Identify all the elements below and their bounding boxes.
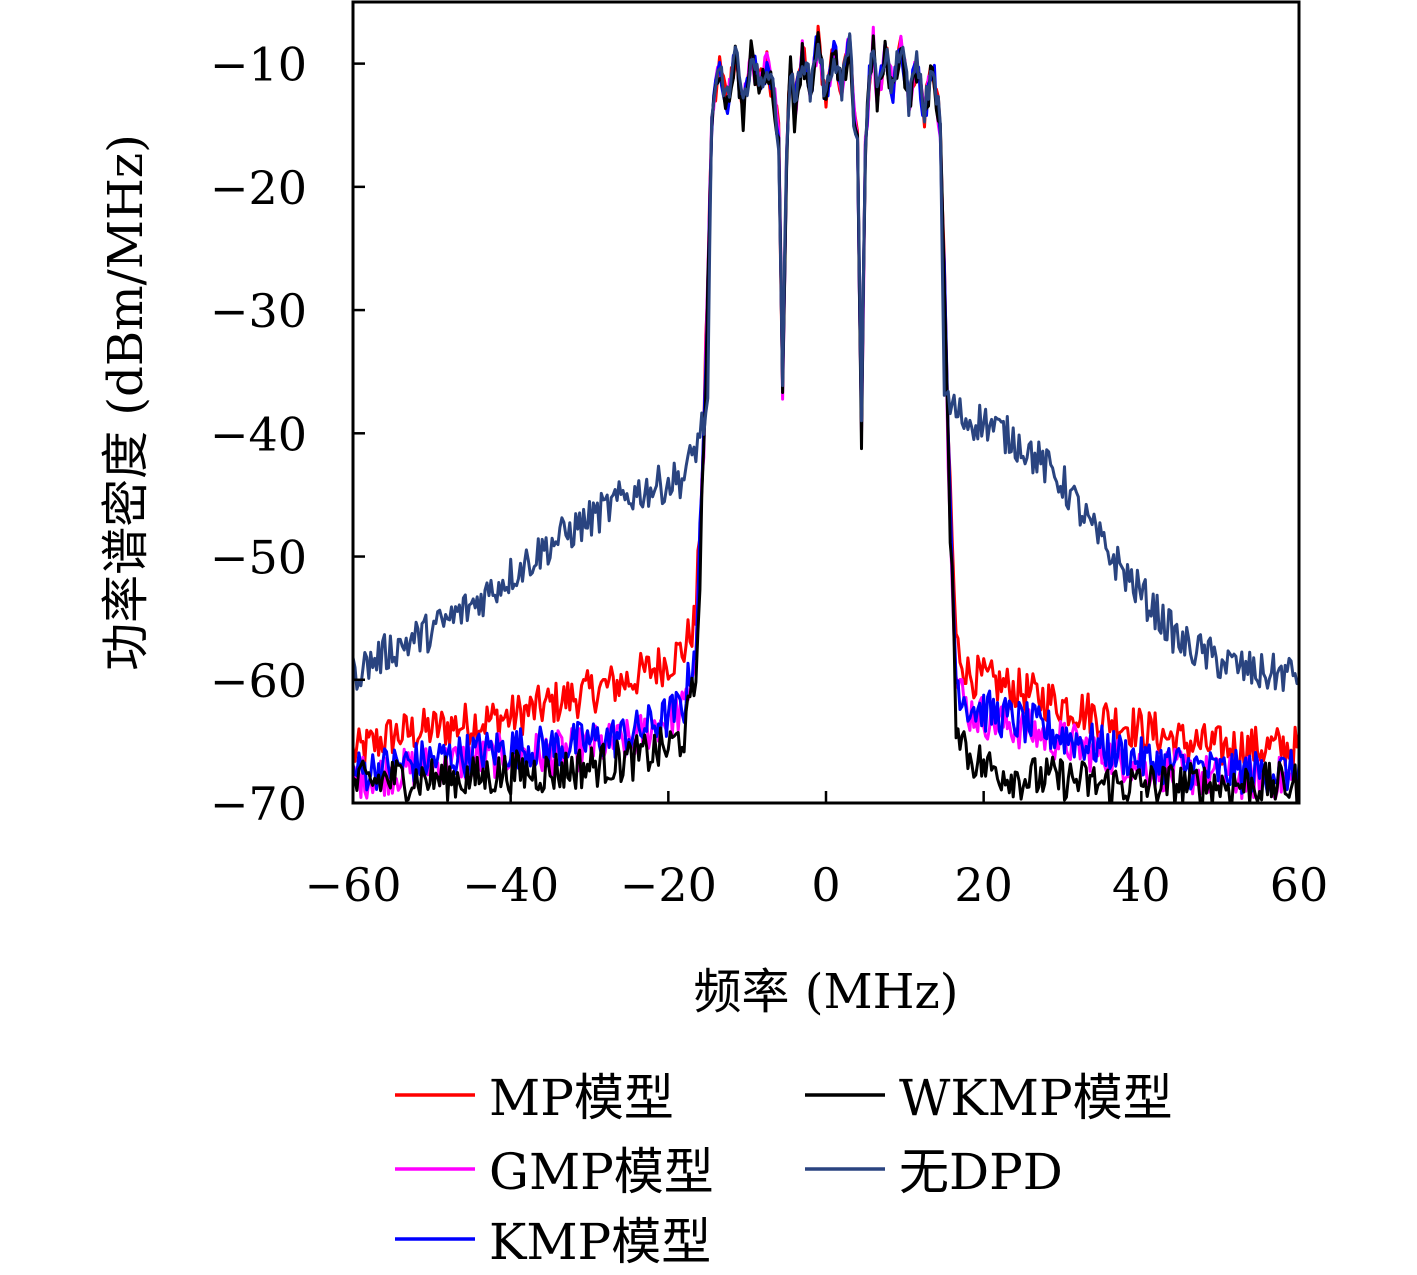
y-tick-label: −60 — [210, 654, 307, 708]
series-layer — [353, 24, 1299, 803]
x-tick-label: −20 — [620, 858, 717, 912]
legend-label: 无DPD — [899, 1143, 1063, 1201]
y-tick-label: −50 — [210, 531, 307, 585]
legend-item: WKMP模型 — [805, 1069, 1173, 1127]
series-line-1 — [353, 24, 1299, 771]
series-line-2 — [353, 25, 1299, 801]
x-tick-label: −60 — [304, 858, 401, 912]
x-tick-label: 0 — [811, 858, 840, 912]
legend-label: MP模型 — [489, 1069, 674, 1127]
series-line-3 — [353, 33, 1299, 796]
y-axis-label: 功率谱密度 (dBm/MHz) — [98, 134, 154, 671]
plot-frame — [351, 0, 1301, 805]
legend-item: KMP模型 — [395, 1213, 711, 1271]
x-tick-label: 40 — [1112, 858, 1171, 912]
ticks-layer: −60 −40 −20 0 20 40 60 −10 −20 −30 −40 −50 −60 −70 — [210, 38, 1328, 912]
legend-item: MP模型 — [395, 1069, 674, 1127]
y-tick-label: −30 — [210, 284, 307, 338]
legend-label: WKMP模型 — [899, 1069, 1173, 1127]
y-tick-label: −70 — [210, 777, 307, 831]
series-line-4 — [353, 31, 1299, 803]
y-tick-label: −10 — [210, 38, 307, 92]
legend-item: GMP模型 — [395, 1143, 714, 1201]
series-line-5 — [353, 32, 1299, 692]
x-tick-label: 60 — [1270, 858, 1329, 912]
x-axis-label: 频率 (MHz) — [693, 964, 958, 1020]
x-tick-label: −40 — [462, 858, 559, 912]
legend-label: GMP模型 — [489, 1143, 714, 1201]
legend-label: KMP模型 — [489, 1213, 711, 1271]
y-tick-label: −40 — [210, 407, 307, 461]
y-tick-label: −20 — [210, 161, 307, 215]
legend-item: 无DPD — [805, 1143, 1063, 1201]
x-tick-label: 20 — [954, 858, 1013, 912]
